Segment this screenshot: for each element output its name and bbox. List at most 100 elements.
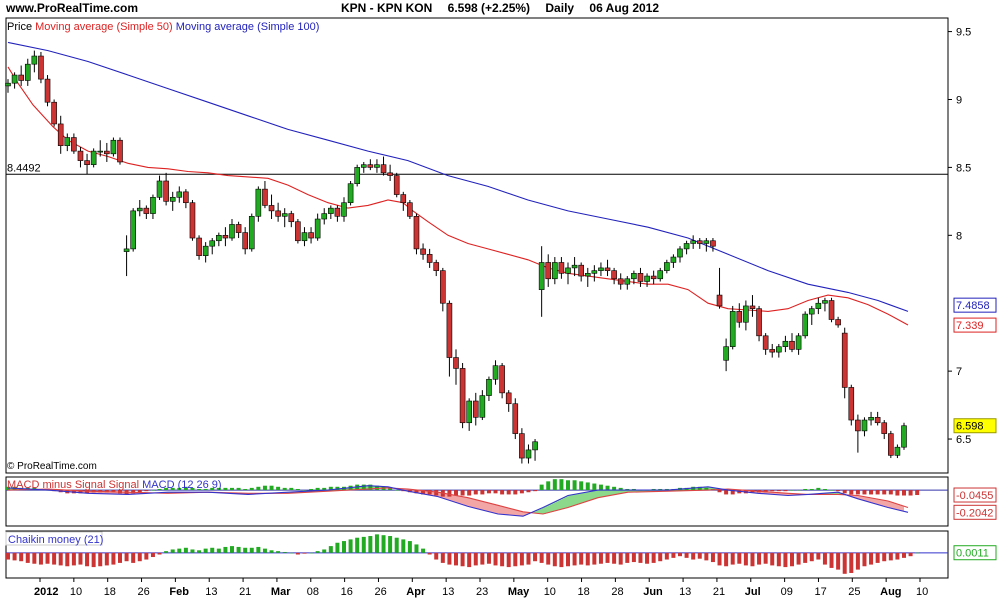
macd-histogram-bar bbox=[816, 487, 821, 491]
candle bbox=[446, 300, 453, 377]
chaikin-bar bbox=[190, 549, 195, 553]
macd-fill-band bbox=[550, 504, 552, 513]
candle bbox=[426, 248, 433, 268]
macd-fill-band bbox=[510, 508, 512, 516]
chaikin-bar bbox=[6, 552, 10, 560]
macd-fill-band bbox=[542, 507, 544, 514]
candle-body bbox=[749, 305, 756, 309]
candle bbox=[505, 390, 512, 412]
candle-body bbox=[288, 213, 295, 223]
chaikin-bar bbox=[236, 546, 241, 553]
macd-fill-band bbox=[672, 489, 674, 492]
candle-body bbox=[248, 215, 255, 250]
candle-body bbox=[446, 302, 453, 358]
candle bbox=[657, 267, 664, 282]
macd-fill-band bbox=[538, 509, 540, 514]
candle bbox=[275, 202, 281, 222]
chaikin-bar bbox=[104, 552, 109, 566]
macd-fill-band bbox=[586, 492, 588, 502]
macd-fill-band bbox=[408, 488, 410, 492]
x-tick-label: 17 bbox=[814, 586, 826, 598]
macd-fill-band bbox=[632, 490, 634, 493]
candle bbox=[301, 227, 308, 247]
macd-fill-band bbox=[524, 511, 526, 516]
candle-body bbox=[874, 417, 881, 424]
candle bbox=[598, 262, 604, 277]
chaikin-bar bbox=[71, 552, 76, 566]
macd-fill-band bbox=[716, 488, 718, 490]
macd-fill-band bbox=[606, 490, 608, 497]
candle-body bbox=[571, 264, 578, 269]
macd-fill-band bbox=[862, 496, 864, 500]
macd-fill-band bbox=[494, 504, 496, 514]
candle bbox=[762, 333, 769, 355]
candle-body bbox=[150, 196, 156, 214]
candle bbox=[670, 254, 677, 268]
ma50-badge-box bbox=[953, 317, 997, 333]
macd-fill-band bbox=[682, 488, 684, 491]
candle-body bbox=[400, 194, 407, 204]
macd-value-badge-box bbox=[953, 504, 997, 520]
chaikin-bar bbox=[717, 552, 722, 566]
macd-fill-band bbox=[644, 490, 646, 492]
macd-histogram-bar bbox=[230, 487, 234, 491]
candle bbox=[545, 254, 552, 287]
macd-histogram-bar bbox=[361, 484, 366, 491]
chaikin-bar bbox=[309, 552, 314, 554]
candle bbox=[565, 262, 571, 285]
candle-body bbox=[855, 419, 861, 432]
candle bbox=[855, 414, 861, 453]
candle bbox=[729, 305, 736, 350]
candle-body bbox=[202, 245, 209, 256]
macd-fill-band bbox=[616, 490, 618, 495]
macd-histogram-bar bbox=[131, 490, 136, 494]
macd-fill-band bbox=[748, 490, 750, 493]
macd-histogram-bar bbox=[513, 490, 518, 495]
macd-histogram-bar bbox=[829, 490, 834, 491]
macd-histogram-bar bbox=[658, 488, 663, 491]
chaikin-bar bbox=[407, 541, 412, 553]
macd-fill-band bbox=[466, 497, 468, 506]
macd-histogram-bar bbox=[150, 490, 155, 491]
macd-fill-band bbox=[582, 492, 584, 503]
candle-body bbox=[453, 357, 459, 369]
macd-fill-band bbox=[788, 493, 790, 496]
macd-fill-band bbox=[552, 503, 554, 512]
macd-fill-band bbox=[696, 487, 698, 491]
macd-histogram-bar bbox=[368, 484, 373, 491]
chaikin-bar bbox=[796, 552, 801, 565]
macd-histogram-bar bbox=[328, 486, 333, 491]
macd-fill-band bbox=[830, 492, 832, 495]
macd-histogram-bar bbox=[882, 490, 887, 495]
candle-body bbox=[802, 313, 808, 337]
candle-body bbox=[51, 101, 57, 125]
candle-body bbox=[664, 262, 670, 271]
macd-histogram-bar bbox=[724, 490, 729, 495]
chaikin-bar bbox=[342, 541, 346, 553]
candle-body bbox=[492, 365, 499, 380]
chaikin-bar bbox=[895, 552, 900, 560]
macd-fill-band bbox=[626, 490, 628, 493]
chaikin-bar bbox=[144, 552, 149, 560]
macd-histogram-bar bbox=[770, 490, 775, 492]
candle-body bbox=[84, 160, 90, 165]
chaikin-bar bbox=[566, 552, 570, 567]
macd-fill-band bbox=[638, 490, 640, 492]
price-tick-label: 9.5 bbox=[956, 27, 971, 39]
candle-body bbox=[393, 175, 400, 195]
site-link[interactable]: www.ProRealTime.com bbox=[6, 1, 139, 15]
chaikin-bar bbox=[849, 552, 854, 573]
macd-histogram-bar bbox=[842, 490, 847, 494]
candle-body bbox=[505, 392, 512, 405]
macd-fill-band bbox=[18, 488, 20, 490]
macd-fill-band bbox=[468, 497, 470, 507]
candle bbox=[413, 213, 420, 255]
candle bbox=[248, 213, 255, 252]
macd-histogram-bar bbox=[111, 490, 116, 493]
chaikin-bar bbox=[131, 552, 136, 563]
macd-histogram-bar bbox=[855, 490, 860, 495]
chaikin-bar bbox=[651, 552, 656, 563]
chaikin-bar bbox=[183, 547, 188, 553]
macd-fill-band bbox=[646, 490, 648, 492]
candle-body bbox=[18, 74, 24, 81]
